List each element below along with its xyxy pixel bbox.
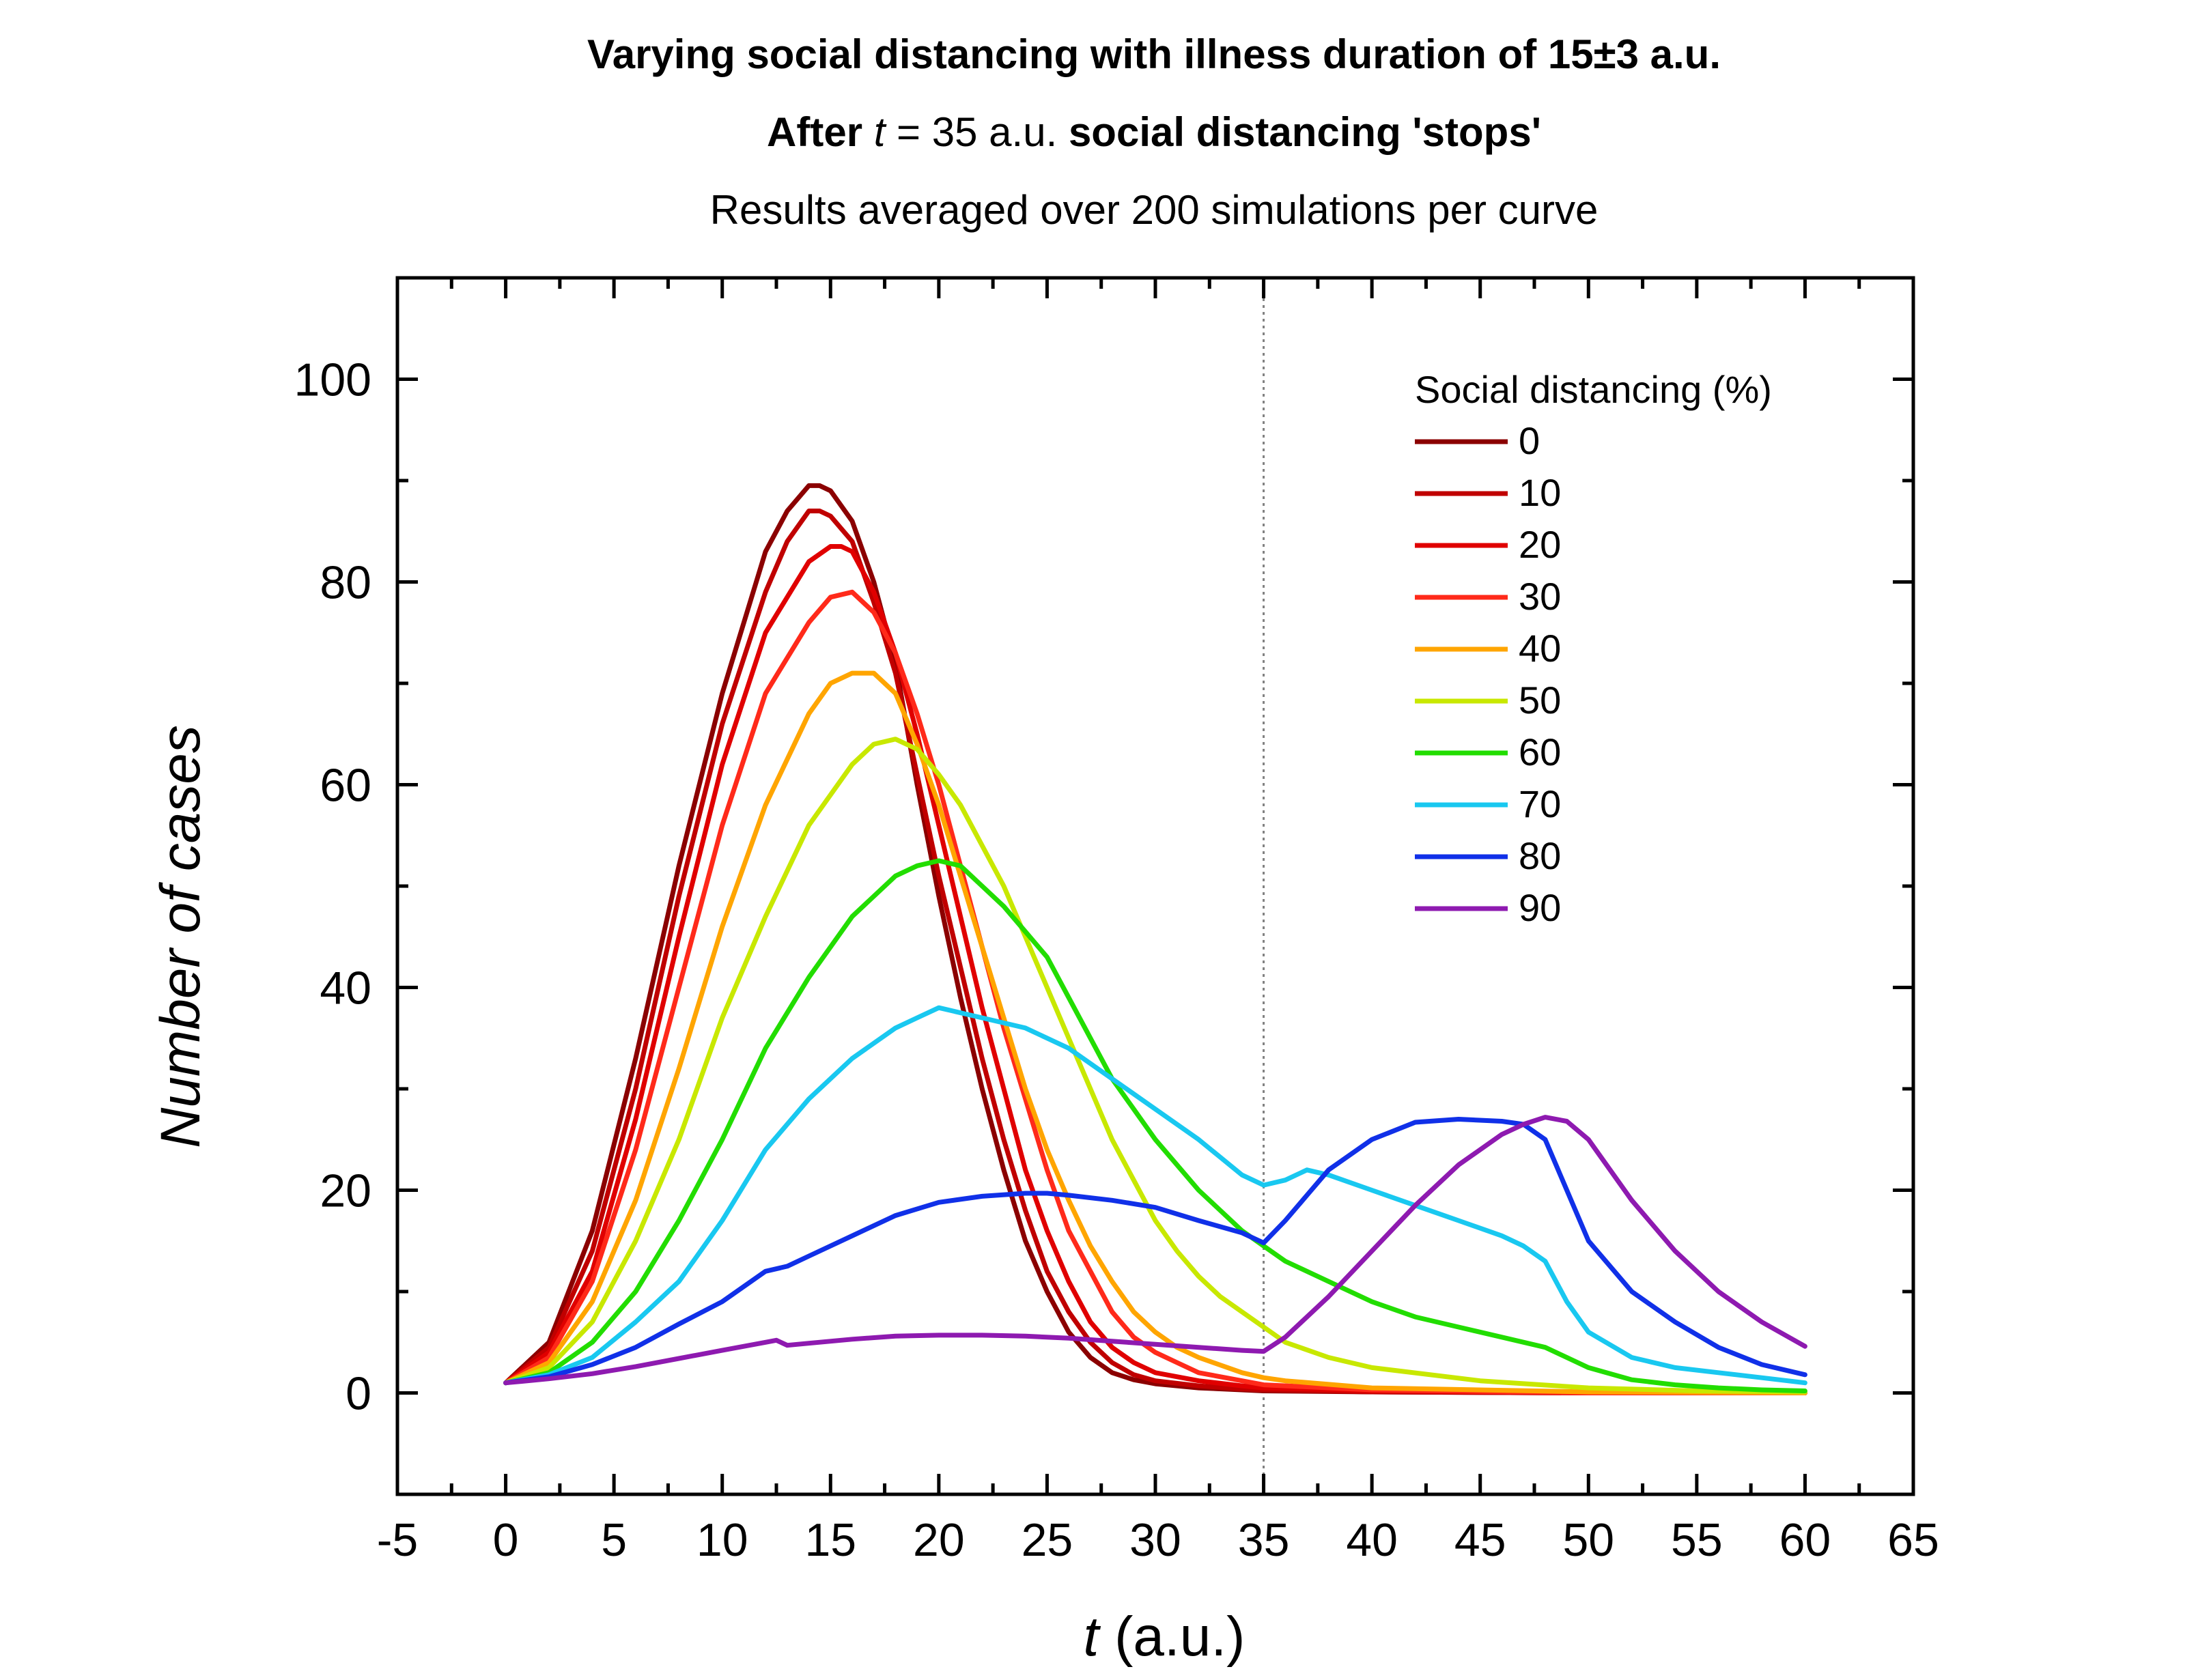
legend-label-50: 50 xyxy=(1519,679,1561,722)
x-tick-label: 40 xyxy=(1346,1514,1398,1566)
x-tick-label: 15 xyxy=(804,1514,856,1566)
series-line-50 xyxy=(503,737,1807,1395)
x-tick-label: 35 xyxy=(1238,1514,1290,1566)
legend-label-40: 40 xyxy=(1519,627,1561,670)
x-axis-label: t (a.u.) xyxy=(1084,1606,1245,1668)
legend-label-30: 30 xyxy=(1519,575,1561,618)
y-tick-label: 20 xyxy=(320,1165,371,1217)
x-tick-label: 20 xyxy=(913,1514,965,1566)
legend-title: Social distancing (%) xyxy=(1415,368,1772,411)
x-tick-label: 10 xyxy=(696,1514,748,1566)
y-tick-label: 0 xyxy=(346,1368,371,1420)
chart-title: Varying social distancing with illness d… xyxy=(587,31,1721,77)
y-tick-label: 40 xyxy=(320,963,371,1014)
series-line-20 xyxy=(503,544,1807,1395)
subtitle-part-3: social distancing 'stops' xyxy=(1069,109,1541,155)
series-group xyxy=(503,483,1807,1395)
series-line-10 xyxy=(503,509,1807,1395)
y-tick-label: 100 xyxy=(294,354,371,406)
series-line-80 xyxy=(503,1117,1807,1386)
legend-label-0: 0 xyxy=(1519,419,1540,462)
x-tick-label: 65 xyxy=(1887,1514,1939,1566)
legend-label-80: 80 xyxy=(1519,834,1561,877)
legend-label-20: 20 xyxy=(1519,523,1561,566)
x-tick-label: 30 xyxy=(1129,1514,1181,1566)
plot-frame xyxy=(395,276,1915,1496)
x-tick-label: 5 xyxy=(601,1514,627,1566)
x-axis-label-unit: (a.u.) xyxy=(1099,1606,1245,1668)
legend-label-90: 90 xyxy=(1519,886,1561,929)
legend-label-10: 10 xyxy=(1519,471,1561,514)
chart-subtitle: After t = 35 a.u. social distancing 'sto… xyxy=(767,109,1541,155)
subtitle-part-1: t xyxy=(874,109,887,155)
x-tick-label: 55 xyxy=(1671,1514,1723,1566)
y-axis-label: Number of cases xyxy=(150,725,212,1148)
x-tick-label: 45 xyxy=(1454,1514,1506,1566)
ticks-group xyxy=(395,276,1915,1496)
series-line-40 xyxy=(503,670,1807,1395)
x-tick-label: 50 xyxy=(1562,1514,1614,1566)
chart-subtitle-2: Results averaged over 200 simulations pe… xyxy=(710,187,1599,233)
x-tick-label: 60 xyxy=(1779,1514,1831,1566)
plot-area xyxy=(395,276,1915,1496)
series-line-70 xyxy=(503,1005,1807,1386)
x-tick-label: 0 xyxy=(493,1514,519,1566)
x-axis-label-var: t xyxy=(1084,1606,1101,1668)
legend-label-60: 60 xyxy=(1519,730,1561,773)
series-line-0 xyxy=(503,483,1807,1395)
y-tick-label: 60 xyxy=(320,760,371,812)
subtitle-part-0: After xyxy=(767,109,874,155)
x-tick-label: -5 xyxy=(377,1514,418,1566)
x-tick-label: 25 xyxy=(1022,1514,1073,1566)
legend-label-70: 70 xyxy=(1519,782,1561,825)
subtitle-part-2: = 35 a.u. xyxy=(885,109,1069,155)
series-line-90 xyxy=(503,1115,1807,1386)
series-line-60 xyxy=(503,858,1807,1393)
y-tick-label: 80 xyxy=(320,557,371,609)
